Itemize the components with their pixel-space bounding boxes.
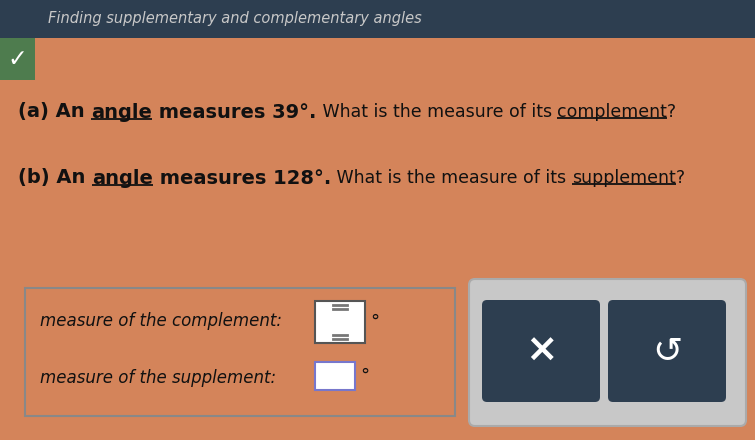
Text: ?: ? xyxy=(667,103,676,121)
Text: ×: × xyxy=(525,332,557,370)
FancyBboxPatch shape xyxy=(608,300,726,402)
Text: measures 128°.: measures 128°. xyxy=(153,169,331,187)
Text: (b) An: (b) An xyxy=(18,169,92,187)
FancyBboxPatch shape xyxy=(315,301,365,343)
FancyBboxPatch shape xyxy=(0,0,755,38)
Text: (a) An: (a) An xyxy=(18,103,91,121)
Text: measure of the supplement:: measure of the supplement: xyxy=(40,369,276,387)
Text: measure of the complement:: measure of the complement: xyxy=(40,312,282,330)
Text: Finding supplementary and complementary angles: Finding supplementary and complementary … xyxy=(48,11,422,26)
FancyBboxPatch shape xyxy=(315,362,355,390)
FancyBboxPatch shape xyxy=(25,288,455,416)
FancyBboxPatch shape xyxy=(0,38,35,80)
Text: °: ° xyxy=(370,313,379,331)
Text: supplement: supplement xyxy=(572,169,676,187)
Text: complement: complement xyxy=(557,103,667,121)
Text: measures 39°.: measures 39°. xyxy=(153,103,316,121)
Text: ?: ? xyxy=(676,169,685,187)
Text: What is the measure of its: What is the measure of its xyxy=(331,169,572,187)
Text: °: ° xyxy=(360,367,369,385)
FancyBboxPatch shape xyxy=(482,300,600,402)
Text: What is the measure of its: What is the measure of its xyxy=(316,103,557,121)
Text: ✓: ✓ xyxy=(7,47,27,71)
Text: ↺: ↺ xyxy=(652,334,682,368)
Text: angle: angle xyxy=(92,169,153,187)
Text: angle: angle xyxy=(91,103,153,121)
FancyBboxPatch shape xyxy=(469,279,746,426)
